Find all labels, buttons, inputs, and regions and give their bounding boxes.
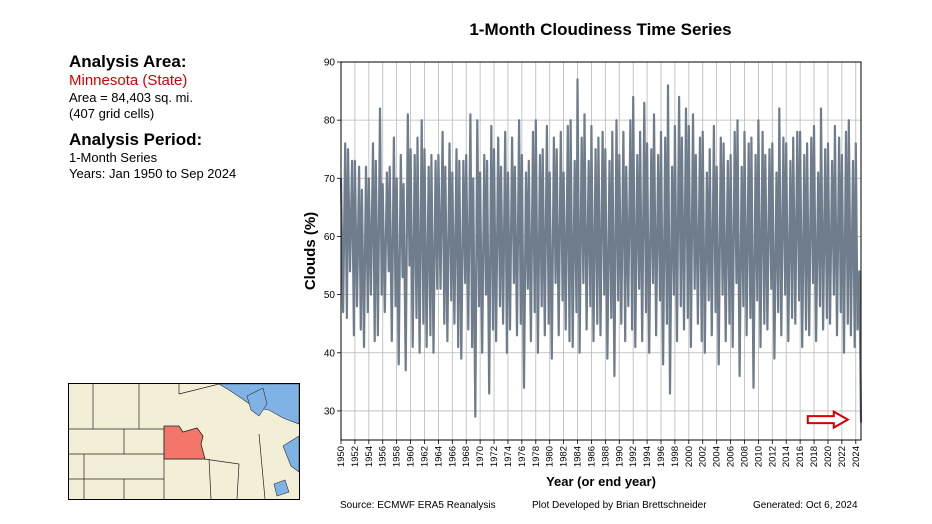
x-tick-label: 1964 [433,446,444,467]
y-tick-label: 40 [324,348,336,359]
x-tick-label: 1980 [545,446,556,467]
x-tick-label: 2014 [781,446,792,467]
x-tick-label: 1968 [461,446,472,467]
generated-text: Generated: Oct 6, 2024 [753,500,858,511]
y-tick-label: 90 [324,58,336,69]
x-tick-label: 2018 [809,446,820,467]
x-tick-label: 1982 [559,446,570,467]
x-tick-label: 1994 [642,446,653,467]
x-tick-label: 1996 [656,446,667,467]
x-tick-label: 2006 [726,446,737,467]
region-name: Minnesota (State) [69,72,188,89]
minnesota-locator-map [69,384,299,499]
minnesota-highlight [163,425,206,460]
analysis-period-heading: Analysis Period: [69,130,203,149]
x-tick-label: 1984 [573,446,584,467]
x-tick-label: 2016 [795,446,806,467]
x-tick-label: 2020 [823,446,834,467]
y-axis-label: Clouds (%) [302,212,319,290]
x-tick-label: 1966 [447,446,458,467]
lake-water [246,387,268,417]
x-tick-label: 2004 [712,446,723,467]
x-tick-label: 1990 [614,446,625,467]
x-tick-label: 2024 [851,446,862,467]
series-text: 1-Month Series [69,150,158,165]
x-tick-label: 1992 [628,446,639,467]
x-tick-label: 1952 [350,446,361,467]
red-arrow-icon [806,409,850,430]
grid-cells-text: (407 grid cells) [69,106,155,121]
x-tick-label: 1958 [392,446,403,467]
x-tick-label: 2008 [739,446,750,467]
area-text: Area = 84,403 sq. mi. [69,90,193,105]
x-tick-label: 1954 [364,446,375,467]
x-tick-label: 2022 [837,446,848,467]
x-tick-label: 2010 [753,446,764,467]
years-text: Years: Jan 1950 to Sep 2024 [69,166,237,181]
x-tick-label: 1956 [378,446,389,467]
x-tick-label: 1988 [600,446,611,467]
source-text: Source: ECMWF ERA5 Reanalysis [340,500,496,511]
x-tick-label: 2000 [684,446,695,467]
chart-title: 1-Month Cloudiness Time Series [469,20,732,39]
x-tick-label: 1978 [531,446,542,467]
x-tick-label: 1962 [419,446,430,467]
y-tick-label: 30 [324,406,336,417]
location-map [68,383,300,500]
x-tick-label: 1960 [406,446,417,467]
x-tick-label: 2012 [767,446,778,467]
x-tick-label: 1972 [489,446,500,467]
y-tick-label: 50 [324,290,336,301]
x-axis-label: Year (or end year) [546,474,656,489]
y-tick-label: 80 [324,116,336,127]
lake-water-small [273,479,290,497]
x-tick-label: 1986 [586,446,597,467]
developer-text: Plot Developed by Brian Brettschneider [532,500,707,511]
plot-frame [340,61,862,441]
x-tick-label: 1970 [475,446,486,467]
y-tick-label: 60 [324,232,336,243]
x-tick-label: 1998 [670,446,681,467]
x-tick-label: 1950 [336,446,347,467]
x-tick-label: 2002 [698,446,709,467]
lake-michigan-water [282,435,299,473]
analysis-info-panel: Analysis Area: Minnesota (State) Area = … [69,52,309,182]
cloudiness-series-line [339,78,863,423]
x-tick-label: 1976 [517,446,528,467]
x-tick-label: 1974 [503,446,514,467]
y-tick-label: 70 [324,174,336,185]
analysis-area-heading: Analysis Area: [69,52,187,71]
